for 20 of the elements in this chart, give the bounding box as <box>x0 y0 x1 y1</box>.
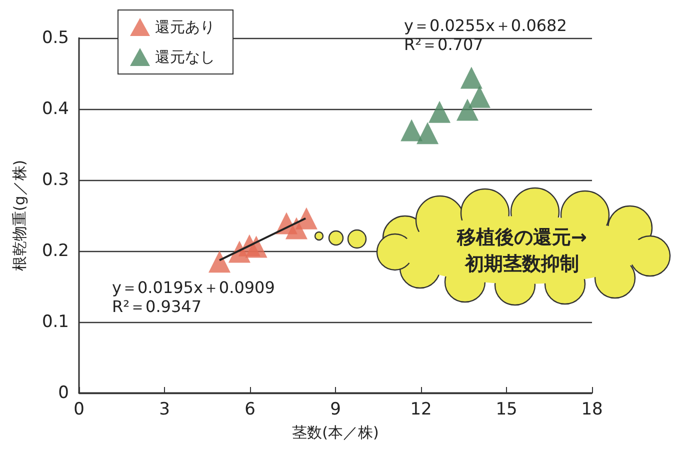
y-tick-label: 0.4 <box>42 99 69 119</box>
y-tick-label: 0.2 <box>42 241 69 261</box>
y-tick-label: 0.5 <box>42 28 69 48</box>
y-tick-label: 0.1 <box>42 312 69 332</box>
x-tick-label: 0 <box>74 400 84 420</box>
y-axis-title: 根乾物重(g／株) <box>10 160 28 272</box>
x-tick-label: 18 <box>581 400 603 420</box>
y-tick-label: 0.3 <box>42 170 69 190</box>
legend-label: 還元なし <box>155 48 215 66</box>
annotation: y＝0.0195x＋0.0909 R²＝0.9347 <box>112 278 275 316</box>
annotation: y＝0.0255x＋0.0682 R²＝0.707 <box>404 16 567 54</box>
x-tick-label: 9 <box>330 400 341 420</box>
legend-label: 還元あり <box>155 18 215 36</box>
x-tick-label: 15 <box>496 400 518 420</box>
x-tick-label: 3 <box>159 400 170 420</box>
x-axis-title: 茎数(本／株) <box>292 424 379 442</box>
x-tick-label: 6 <box>244 400 256 420</box>
y-tick-label: 0 <box>58 383 69 403</box>
annotation: 移植後の還元→ 初期茎数抑制 <box>456 226 587 275</box>
x-tick-label: 12 <box>410 400 432 420</box>
